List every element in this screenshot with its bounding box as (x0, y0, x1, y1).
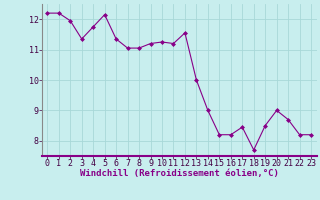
X-axis label: Windchill (Refroidissement éolien,°C): Windchill (Refroidissement éolien,°C) (80, 169, 279, 178)
